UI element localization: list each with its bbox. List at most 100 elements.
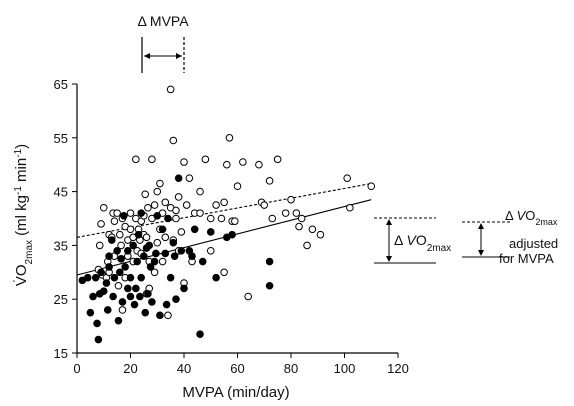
open-data-point bbox=[303, 241, 311, 250]
open-data-point bbox=[164, 311, 172, 320]
filled-data-point bbox=[110, 273, 119, 282]
ticks: 0 20 40 60 80 100 120 15 25 35 45 55 65 bbox=[54, 77, 409, 376]
arrowhead-down-icon bbox=[478, 250, 484, 256]
filled-data-point bbox=[158, 225, 167, 234]
open-data-point bbox=[153, 238, 162, 247]
y-tick-label: 45 bbox=[54, 185, 68, 200]
arrowhead-down-icon bbox=[386, 256, 392, 262]
filled-data-point bbox=[126, 273, 135, 282]
filled-data-point bbox=[94, 335, 103, 344]
filled-data-point bbox=[161, 249, 170, 258]
delta-mvpa-label: Δ MVPA bbox=[137, 13, 189, 29]
open-data-point bbox=[265, 177, 274, 185]
open-data-point bbox=[185, 174, 194, 182]
open-data-point bbox=[158, 257, 167, 266]
filled-data-point bbox=[105, 263, 113, 271]
filled-data-point bbox=[177, 246, 186, 255]
open-data-point bbox=[116, 230, 124, 239]
y-tick-label: 15 bbox=[54, 346, 68, 361]
open-data-point bbox=[150, 201, 159, 209]
open-data-point bbox=[268, 214, 277, 223]
x-tick-label: 20 bbox=[123, 361, 137, 376]
y-axis-title: V̇O2max (ml kg-1 min-1) bbox=[13, 144, 35, 286]
filled-data-point bbox=[91, 273, 100, 282]
filled-data-point bbox=[188, 252, 196, 260]
filled-data-point bbox=[180, 284, 188, 293]
filled-data-point bbox=[136, 292, 144, 301]
filled-data-point bbox=[134, 230, 143, 239]
open-data-point bbox=[220, 198, 228, 207]
filled-data-point bbox=[144, 290, 152, 298]
filled-data-point bbox=[83, 273, 92, 282]
filled-data-point bbox=[118, 298, 127, 306]
adjusted-line1: adjusted bbox=[509, 236, 558, 251]
open-data-point bbox=[287, 195, 295, 204]
filled-data-point bbox=[166, 273, 175, 282]
x-tick-label: 60 bbox=[230, 361, 244, 376]
open-data-point bbox=[206, 214, 215, 223]
x-tick-label: 40 bbox=[177, 361, 191, 376]
delta-vo2max-label: Δ VO2max bbox=[394, 232, 451, 254]
filled-data-point bbox=[107, 236, 116, 244]
filled-data-point bbox=[156, 311, 164, 320]
y-tick-label: 25 bbox=[54, 292, 68, 307]
open-data-point bbox=[206, 246, 215, 255]
open-data-point bbox=[114, 281, 123, 290]
filled-data-point bbox=[206, 228, 215, 236]
open-data-point bbox=[281, 209, 290, 217]
adjusted-annotation: Δ VO2max adjusted for MVPA bbox=[462, 208, 558, 266]
filled-data-point bbox=[152, 249, 160, 258]
open-data-point bbox=[239, 158, 247, 166]
filled-data-point bbox=[120, 212, 128, 220]
open-data-point bbox=[174, 193, 183, 201]
open-data-point bbox=[196, 209, 204, 217]
filled-data-point bbox=[105, 252, 113, 260]
y-tick-label: 55 bbox=[54, 131, 68, 146]
x-tick-label: 0 bbox=[73, 361, 80, 376]
filled-data-point bbox=[103, 306, 112, 314]
open-data-point bbox=[297, 214, 306, 223]
open-data-point bbox=[110, 217, 119, 225]
arrowhead-right-icon bbox=[176, 53, 182, 59]
open-data-point bbox=[172, 206, 180, 215]
open-data-point bbox=[153, 187, 162, 196]
filled-data-point bbox=[113, 246, 121, 255]
open-data-point bbox=[126, 225, 135, 234]
svg-text:V̇O2max (ml kg-1 min-1): V̇O2max (ml kg-1 min-1) bbox=[13, 144, 35, 286]
filled-data-point bbox=[162, 300, 171, 309]
filled-data-point bbox=[190, 225, 199, 234]
x-axis-title: MVPA (min/day) bbox=[182, 384, 289, 401]
open-data-point bbox=[99, 203, 108, 212]
open-data-point bbox=[148, 155, 156, 164]
filled-data-point bbox=[196, 330, 204, 338]
arrowhead-up-icon bbox=[386, 219, 392, 225]
open-data-point bbox=[132, 155, 140, 164]
filled-data-point bbox=[265, 281, 274, 290]
open-data-point bbox=[182, 201, 191, 209]
delta-vo2max-annotation: Δ VO2max bbox=[374, 217, 451, 264]
filled-data-point bbox=[137, 273, 145, 282]
filled-data-point bbox=[146, 263, 155, 271]
adjusted-delta-label: Δ VO2max bbox=[505, 208, 558, 227]
filled-data-point bbox=[164, 214, 172, 223]
filled-data-point bbox=[89, 292, 97, 301]
open-data-point bbox=[212, 201, 220, 209]
arrowhead-up-icon bbox=[478, 223, 484, 229]
filled-data-point bbox=[265, 257, 274, 266]
y-tick-label: 65 bbox=[54, 77, 68, 92]
open-data-point bbox=[113, 209, 121, 217]
open-data-point bbox=[223, 160, 231, 169]
open-data-point bbox=[142, 233, 151, 242]
open-data-point bbox=[150, 268, 159, 277]
filled-data-point bbox=[97, 268, 105, 277]
filled-data-point bbox=[145, 241, 154, 250]
filled-data-point bbox=[172, 295, 180, 304]
filled-data-point bbox=[153, 212, 162, 220]
filled-data-point bbox=[86, 308, 95, 317]
open-data-point bbox=[180, 158, 188, 166]
filled-data-point bbox=[212, 273, 220, 282]
open-data-point bbox=[117, 241, 125, 250]
filled-data-point bbox=[228, 230, 236, 239]
open-data-point bbox=[225, 134, 234, 142]
